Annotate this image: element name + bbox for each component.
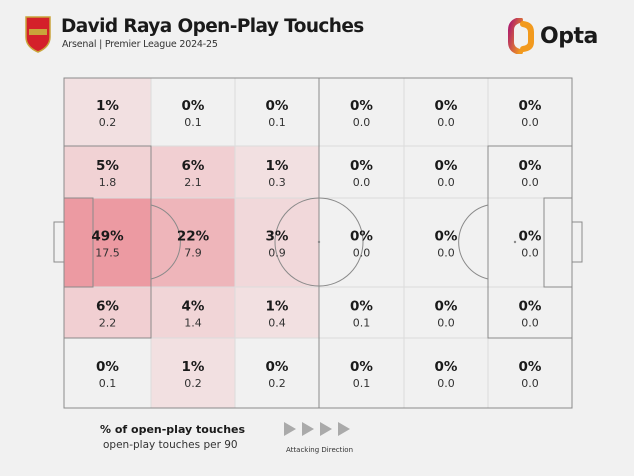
left-goal: [53, 221, 65, 263]
heatmap-cell: [150, 286, 236, 339]
heatmap-cell: [63, 145, 152, 199]
cell-per90-label: 7.9: [184, 247, 202, 260]
cell-pct-label: 5%: [96, 158, 119, 174]
cell-pct-label: 0%: [266, 98, 289, 114]
cell-per90-label: 2.2: [99, 317, 117, 330]
cell-per90-label: 0.0: [437, 116, 455, 129]
chart-subtitle: Arsenal | Premier League 2024-25: [62, 39, 218, 50]
legend-value-label: open-play touches per 90: [103, 439, 238, 451]
cell-per90-label: 0.0: [521, 116, 539, 129]
cell-pct-label: 0%: [435, 98, 458, 114]
cell-pct-label: 0%: [435, 229, 458, 245]
arsenal-crest-logo: [25, 16, 51, 53]
cell-pct-label: 0%: [350, 229, 373, 245]
cell-per90-label: 0.1: [353, 317, 371, 330]
cell-pct-label: 0%: [519, 158, 542, 174]
heatmap-cell: [234, 145, 320, 199]
heatmap-cell: [403, 286, 489, 339]
cell-pct-label: 0%: [350, 158, 373, 174]
heatmap-cell: [318, 145, 405, 199]
opta-mark-icon: [508, 18, 534, 54]
arrow-right-icon: [338, 422, 350, 436]
cell-per90-label: 0.0: [521, 176, 539, 189]
heatmap-cell: [487, 337, 573, 409]
cell-per90-label: 0.2: [99, 116, 117, 129]
cell-per90-label: 0.1: [353, 377, 371, 390]
heatmap-cell: [403, 337, 489, 409]
cell-pct-label: 1%: [266, 158, 289, 174]
cell-pct-label: 0%: [519, 299, 542, 315]
heatmap-cell: [403, 77, 489, 147]
cell-per90-label: 0.0: [437, 176, 455, 189]
opta-brand-text: Opta: [540, 23, 598, 49]
legend-pct-label: % of open-play touches: [100, 423, 246, 436]
heatmap-cell: [487, 77, 573, 147]
cell-pct-label: 0%: [96, 359, 119, 375]
cell-pct-label: 0%: [435, 299, 458, 315]
cell-per90-label: 0.0: [521, 377, 539, 390]
heatmap-cell: [403, 145, 489, 199]
cell-pct-label: 49%: [91, 229, 124, 245]
cell-pct-label: 22%: [177, 229, 210, 245]
heatmap-cell: [318, 197, 405, 288]
right-goal: [571, 221, 583, 263]
heatmap-cell: [234, 337, 320, 409]
arrow-right-icon: [302, 422, 314, 436]
cell-per90-label: 0.4: [268, 317, 286, 330]
attacking-direction-arrows: [284, 422, 350, 436]
cell-pct-label: 0%: [519, 359, 542, 375]
cell-per90-label: 0.0: [353, 176, 371, 189]
cell-per90-label: 0.3: [268, 176, 286, 189]
cell-per90-label: 0.2: [268, 377, 286, 390]
cell-pct-label: 6%: [96, 299, 119, 315]
attacking-direction-label: Attacking Direction: [286, 446, 354, 454]
cell-pct-label: 0%: [350, 98, 373, 114]
center-circle: [274, 197, 364, 287]
left-penalty-arc: [150, 204, 181, 280]
cell-per90-label: 1.4: [184, 317, 202, 330]
cell-per90-label: 0.0: [353, 247, 371, 260]
right-penalty-spot: [513, 240, 517, 244]
cell-per90-label: 0.1: [184, 116, 202, 129]
cell-pct-label: 0%: [182, 98, 205, 114]
cell-per90-label: 0.1: [99, 377, 117, 390]
cell-per90-label: 0.2: [184, 377, 202, 390]
cell-pct-label: 3%: [266, 229, 289, 245]
cell-pct-label: 0%: [435, 359, 458, 375]
cell-pct-label: 0%: [350, 359, 373, 375]
cell-per90-label: 1.8: [99, 176, 117, 189]
cell-per90-label: 0.0: [437, 247, 455, 260]
opta-logo: Opta: [508, 18, 598, 54]
cell-pct-label: 1%: [182, 359, 205, 375]
cell-pct-label: 1%: [96, 98, 119, 114]
cell-per90-label: 17.5: [95, 247, 120, 260]
cell-pct-label: 1%: [266, 299, 289, 315]
cell-pct-label: 0%: [519, 98, 542, 114]
cell-pct-label: 0%: [266, 359, 289, 375]
arrow-right-icon: [320, 422, 332, 436]
right-penalty-arc: [458, 204, 489, 280]
center-spot: [317, 240, 321, 244]
cell-per90-label: 0.0: [437, 377, 455, 390]
arrow-right-icon: [284, 422, 296, 436]
cell-per90-label: 0.0: [353, 116, 371, 129]
cell-per90-label: 0.0: [521, 317, 539, 330]
heatmap-cell: [150, 337, 236, 409]
cell-pct-label: 0%: [519, 229, 542, 245]
cell-pct-label: 0%: [350, 299, 373, 315]
heatmap-cell: [318, 77, 405, 147]
cell-per90-label: 0.0: [521, 247, 539, 260]
cell-per90-label: 0.0: [437, 317, 455, 330]
cell-per90-label: 0.1: [268, 116, 286, 129]
cell-pct-label: 6%: [182, 158, 205, 174]
heatmap-cell: [63, 337, 152, 409]
heatmap-cell: [487, 145, 573, 199]
cell-per90-label: 2.1: [184, 176, 202, 189]
cell-pct-label: 0%: [435, 158, 458, 174]
cell-per90-label: 0.9: [268, 247, 286, 260]
heatmap-cell: [63, 197, 152, 288]
chart-title: David Raya Open-Play Touches: [61, 16, 364, 37]
cell-pct-label: 4%: [182, 299, 205, 315]
